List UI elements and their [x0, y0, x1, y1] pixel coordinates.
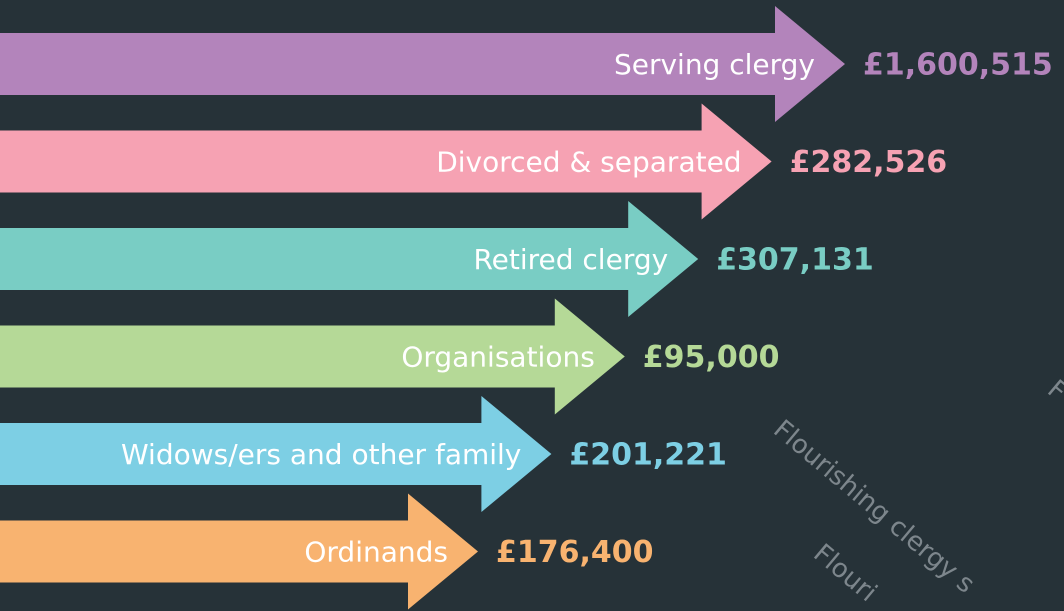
item-label: Divorced & separated — [436, 146, 741, 179]
item-amount: £282,526 — [790, 145, 948, 180]
item-amount: £176,400 — [496, 535, 654, 570]
item-amount: £1,600,515 — [863, 48, 1053, 83]
item-amount: £95,000 — [643, 340, 780, 375]
item-label: Serving clergy — [614, 48, 815, 81]
item-label: Retired clergy — [473, 243, 668, 276]
row: Widows/ers and other family £201,221 — [0, 396, 727, 512]
row: Organisations £95,000 — [0, 298, 780, 415]
rows: Serving clergy £1,600,515 Divorced & separ… — [0, 6, 1053, 610]
row: Retired clergy £307,131 — [0, 201, 874, 317]
row: Serving clergy £1,600,515 — [0, 6, 1053, 122]
arrow — [0, 201, 699, 317]
arrow — [0, 6, 845, 122]
arrow — [0, 103, 772, 220]
arrow — [0, 493, 478, 610]
row: Ordinands £176,400 — [0, 493, 654, 610]
item-amount: £307,131 — [716, 243, 874, 278]
item-label: Widows/ers and other family — [121, 438, 521, 471]
item-amount: £201,221 — [569, 438, 727, 473]
row: Divorced & separated £282,526 — [0, 103, 948, 220]
arrow — [0, 298, 625, 415]
item-label: Ordinands — [304, 536, 448, 569]
item-label: Organisations — [401, 341, 594, 374]
arrow — [0, 396, 552, 512]
